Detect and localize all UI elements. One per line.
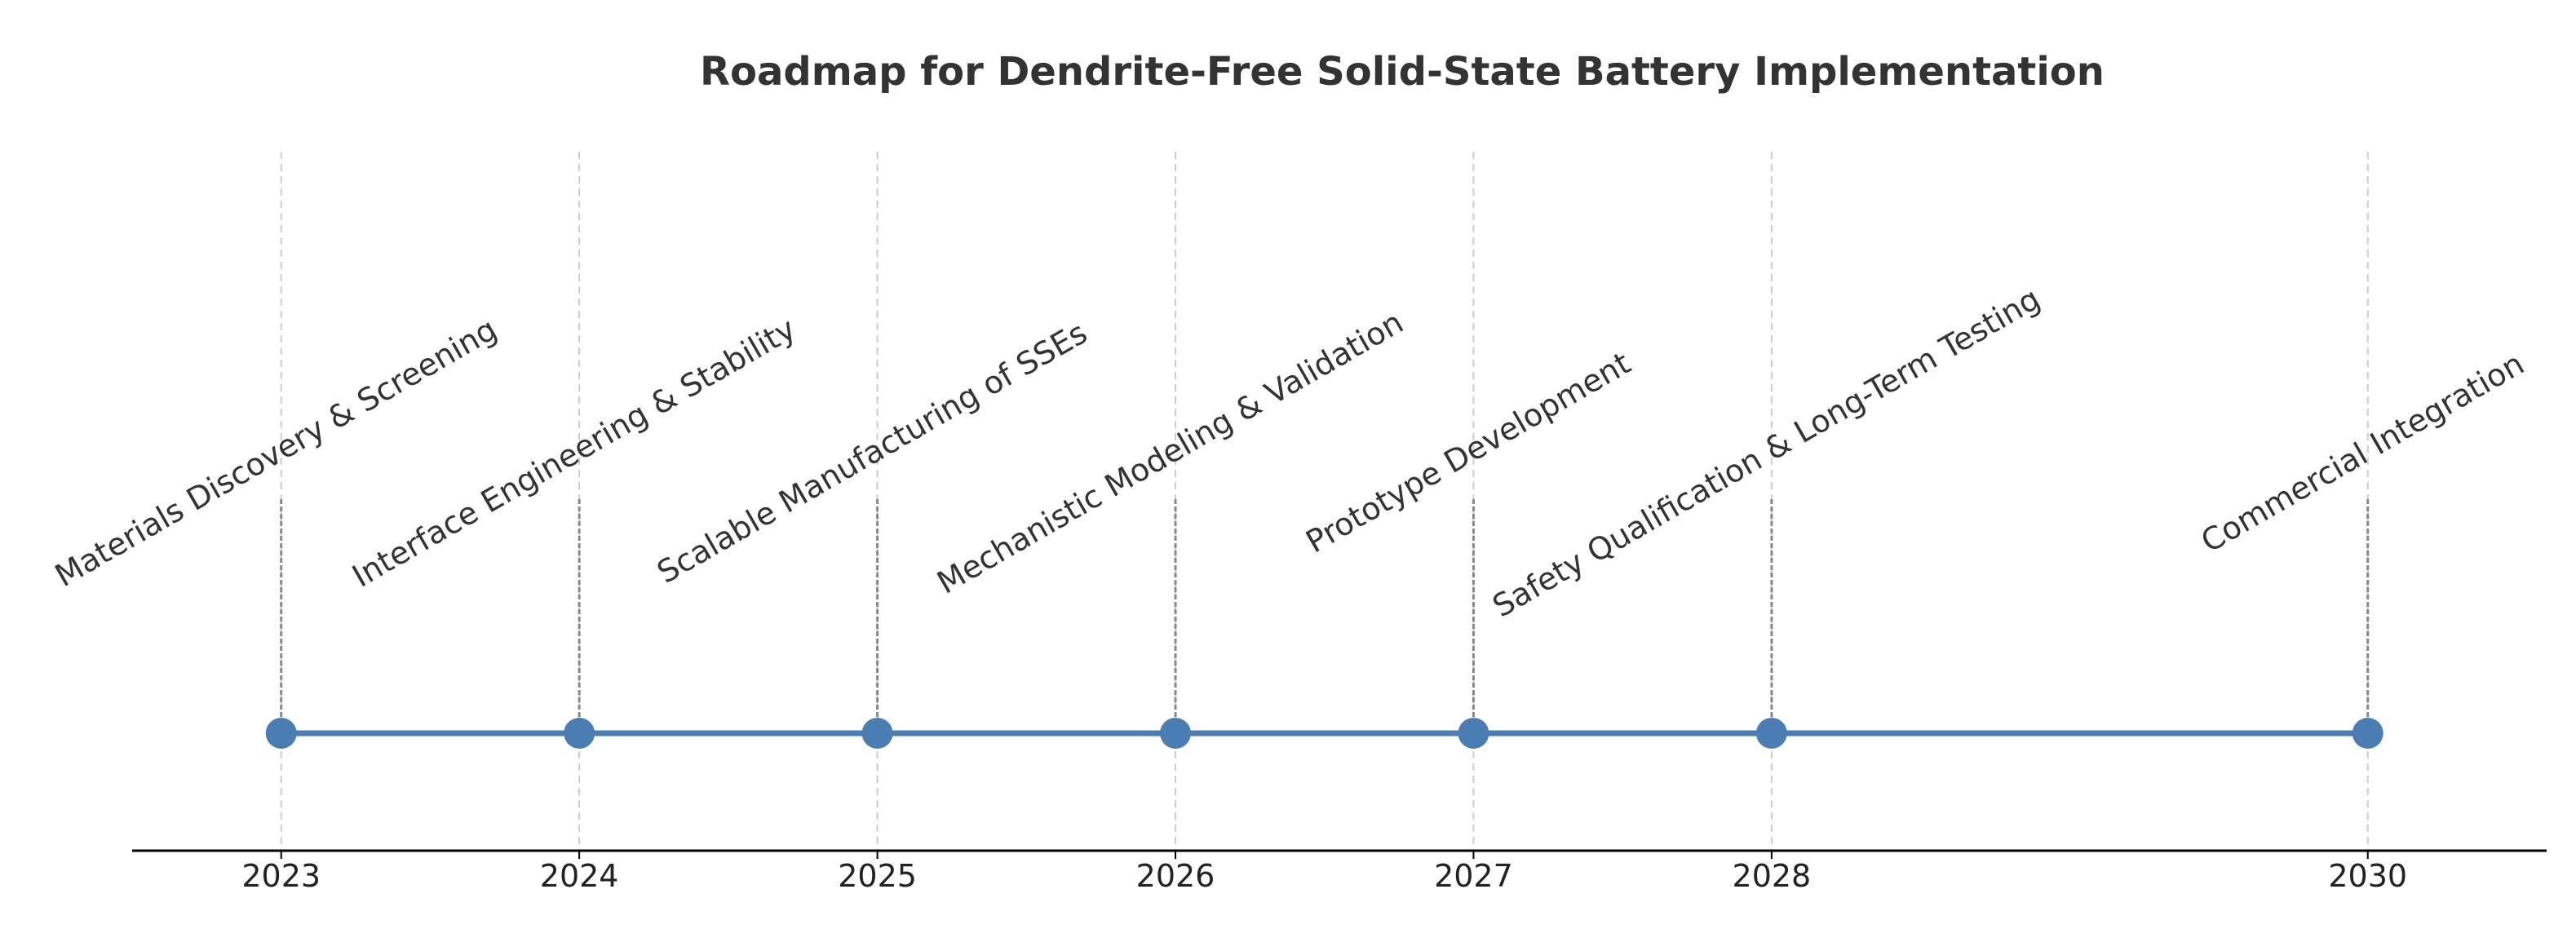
x-tick-label: 2025 — [838, 858, 917, 894]
event-label: Mechanistic Modeling & Validation — [931, 304, 1409, 601]
event-label: Commercial Integration — [2195, 346, 2530, 560]
event-marker — [1755, 718, 1787, 749]
event-labels: Materials Discovery & ScreeningInterface… — [49, 281, 2530, 624]
event-label: Safety Qualification & Long-Term Testing — [1486, 281, 2046, 624]
event-marker — [1458, 718, 1489, 749]
event-marker — [2352, 718, 2383, 749]
event-marker — [1160, 718, 1192, 749]
gridlines — [280, 152, 2369, 851]
event-stems — [280, 499, 2370, 733]
x-tick-label: 2030 — [2328, 858, 2407, 894]
x-axis-ticks: 2023 2024 2025 2026 2027 2028 2030 — [241, 851, 2407, 894]
event-marker — [564, 718, 595, 749]
event-marker — [861, 718, 893, 749]
x-tick-label: 2027 — [1434, 858, 1513, 894]
x-tick-label: 2028 — [1733, 858, 1812, 894]
event-markers — [265, 718, 2383, 749]
x-tick-label: 2026 — [1136, 858, 1215, 894]
event-marker — [265, 718, 297, 749]
x-tick-label: 2023 — [241, 858, 321, 894]
event-label: Prototype Development — [1300, 345, 1637, 560]
chart-title: Roadmap for Dendrite-Free Solid-State Ba… — [700, 49, 2105, 95]
x-tick-label: 2024 — [540, 858, 619, 894]
